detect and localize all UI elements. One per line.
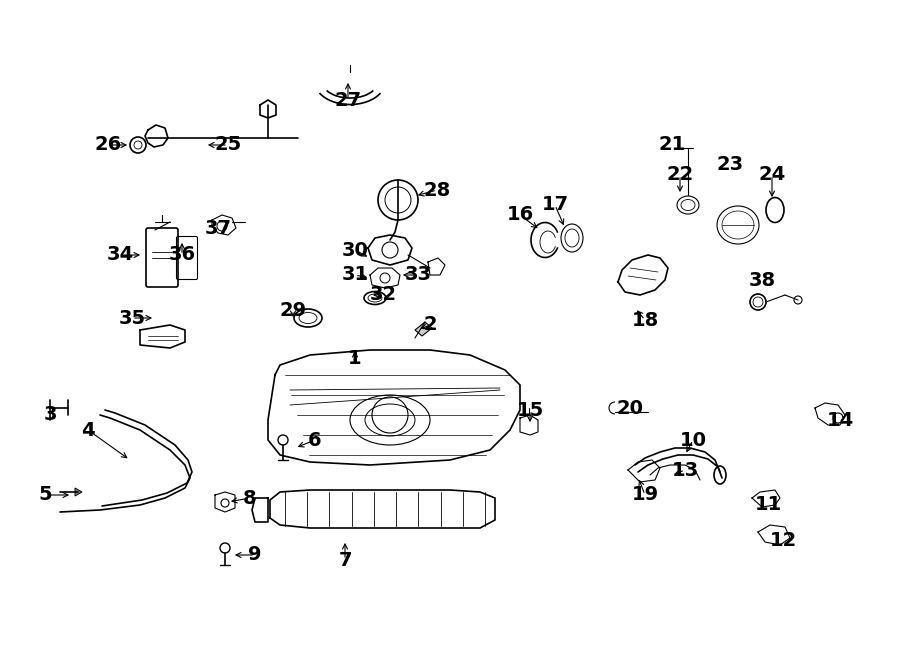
Text: 14: 14 <box>826 410 853 430</box>
Text: 2: 2 <box>423 315 436 334</box>
Text: 16: 16 <box>507 206 534 225</box>
Text: 8: 8 <box>243 488 256 508</box>
Text: 23: 23 <box>716 155 743 175</box>
Text: 36: 36 <box>168 245 195 264</box>
Polygon shape <box>75 488 82 496</box>
Text: 31: 31 <box>341 266 369 284</box>
Text: 29: 29 <box>279 301 307 319</box>
Text: 25: 25 <box>214 136 241 155</box>
Text: 11: 11 <box>754 496 781 514</box>
Text: 34: 34 <box>106 245 133 264</box>
Text: 22: 22 <box>666 165 694 184</box>
Text: 20: 20 <box>616 399 643 418</box>
Text: 38: 38 <box>749 270 776 290</box>
Text: 9: 9 <box>248 545 262 564</box>
Text: 21: 21 <box>659 136 686 155</box>
Text: 33: 33 <box>404 266 431 284</box>
Text: 32: 32 <box>369 286 397 305</box>
Polygon shape <box>415 322 432 336</box>
Text: 18: 18 <box>632 311 659 329</box>
Text: 4: 4 <box>81 420 94 440</box>
Text: 27: 27 <box>335 91 362 110</box>
Text: 12: 12 <box>770 531 796 549</box>
Text: 35: 35 <box>119 309 146 327</box>
Text: 24: 24 <box>759 165 786 184</box>
Text: 15: 15 <box>517 401 544 420</box>
Text: 3: 3 <box>43 405 57 424</box>
Text: 26: 26 <box>94 136 122 155</box>
Text: 19: 19 <box>632 485 659 504</box>
Text: 6: 6 <box>308 430 322 449</box>
Text: 28: 28 <box>423 180 451 200</box>
Text: 1: 1 <box>348 348 362 368</box>
Text: 17: 17 <box>542 196 569 215</box>
Text: 5: 5 <box>38 485 52 504</box>
Text: 37: 37 <box>204 219 231 237</box>
Text: 7: 7 <box>338 551 352 570</box>
Text: 10: 10 <box>680 430 706 449</box>
Text: 30: 30 <box>342 241 368 260</box>
Text: 13: 13 <box>671 461 698 479</box>
